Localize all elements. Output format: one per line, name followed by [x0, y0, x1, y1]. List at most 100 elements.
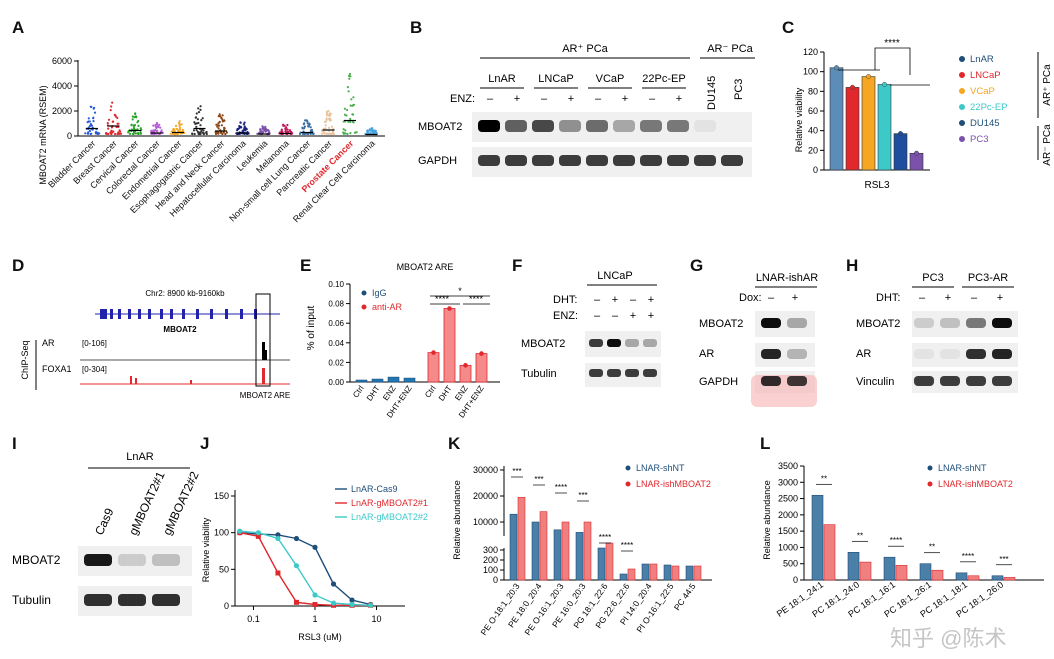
a-dot — [262, 127, 265, 130]
a-dot — [286, 130, 289, 134]
h-band — [914, 376, 934, 386]
k-bar — [627, 568, 636, 581]
j-point — [237, 528, 243, 534]
a-dot — [128, 132, 132, 135]
j-point — [312, 592, 318, 598]
a-dot — [225, 131, 228, 134]
e-bar-point — [431, 350, 436, 355]
a-dot — [105, 132, 108, 135]
a-dot — [242, 123, 245, 126]
a-dot — [264, 125, 267, 128]
l-legend-marker — [927, 465, 933, 471]
d-track-foxa1: FOXA1 — [42, 364, 72, 374]
a-dot — [309, 126, 312, 129]
a-dot — [134, 115, 137, 118]
c-sig: **** — [884, 38, 900, 49]
k-ytick-label: 100 — [483, 565, 498, 575]
l-sig-label: *** — [999, 555, 1008, 564]
l-bar — [967, 575, 980, 581]
e-xlabel: DHT — [365, 384, 382, 403]
f-band-tubulin — [643, 369, 657, 377]
a-dot — [243, 121, 246, 124]
i-band-tubulin — [152, 594, 180, 606]
panel-f-blot: LNCaP DHT: ENZ: – + – +– – + + MBOAT2 Tubulin — [521, 270, 661, 387]
f-band-mboat2 — [643, 339, 657, 347]
i-lane-label: gMBOAT2#2 — [160, 469, 200, 537]
d-track-ar: AR — [42, 338, 55, 348]
j-point — [349, 597, 355, 603]
a-dot — [197, 107, 200, 110]
l-ytick-label: 3000 — [778, 477, 798, 487]
panel-letter: D — [12, 256, 25, 275]
panel-e-chart: MBOAT2 ARE % of input 0.00 0.02 0.04 0.06 0.… — [306, 262, 500, 420]
a-dot — [200, 130, 203, 133]
c-legend-label: VCaP — [970, 86, 995, 97]
a-dot — [330, 132, 333, 136]
c-ytick-label: 100 — [803, 67, 818, 77]
a-dot — [113, 113, 116, 116]
j-point — [255, 533, 261, 539]
panel-letter: H — [846, 256, 859, 275]
c-bar — [845, 87, 860, 171]
l-bar — [1003, 577, 1016, 581]
a-dot — [346, 108, 349, 112]
a-dot — [195, 125, 198, 128]
panel-a-ylabel: MBOAT2 mRNA (RSEM) — [38, 85, 48, 184]
a-ytick-label: 0 — [67, 131, 72, 141]
l-sig-label: **** — [962, 552, 974, 561]
a-dot — [202, 129, 205, 132]
a-dot — [303, 125, 306, 128]
l-bar — [859, 561, 872, 581]
a-dot — [286, 128, 289, 131]
f-dht: DHT: — [553, 294, 577, 306]
a-dot — [306, 122, 309, 125]
a-dot — [325, 118, 328, 121]
e-bar-point — [463, 363, 468, 368]
a-dot — [217, 122, 220, 125]
e-ylabel: % of input — [306, 306, 317, 351]
d-exon — [160, 309, 163, 319]
a-dot — [323, 132, 326, 135]
panel-letter: G — [690, 256, 704, 275]
panel-b: AR⁺ PCa AR⁻ PCa LnAR LNCaP VCaP 22Pc-EP ENZ… — [410, 40, 770, 240]
b-band-gapdh — [667, 155, 689, 166]
f-enz-sign: – — [594, 310, 601, 322]
a-dot — [180, 123, 183, 126]
g-band — [761, 376, 781, 386]
e-bar-igg — [355, 379, 368, 383]
c-bar — [909, 152, 924, 171]
a-dot — [201, 117, 204, 120]
h-band — [914, 318, 934, 328]
k-sig-label: *** — [512, 467, 521, 476]
c-group-pos: AR⁺ PCa — [1042, 64, 1053, 106]
a-dot — [328, 112, 331, 115]
a-dot — [370, 127, 373, 130]
a-dot — [261, 125, 264, 128]
panel-h-blot: PC3 PC3-AR DHT: – + – + MBOAT2 AR Vinculin — [856, 272, 1018, 393]
a-dot — [220, 124, 223, 127]
panel-letter: F — [512, 256, 523, 275]
f-band-tubulin — [625, 369, 639, 377]
l-ytick-label: 2500 — [778, 494, 798, 504]
a-dot — [134, 132, 137, 135]
k-ytick-label: 200 — [483, 555, 498, 565]
e-xlabel: Ctrl — [351, 384, 366, 400]
k-bar — [561, 521, 570, 581]
a-dot — [90, 105, 93, 108]
j-ytick-label: 100 — [214, 528, 229, 538]
i-cell: LnAR — [126, 451, 154, 463]
k-bar — [663, 564, 672, 581]
a-ytick-label: 4000 — [52, 81, 72, 91]
a-dot — [92, 107, 95, 110]
i-row-1: Tubulin — [12, 593, 51, 607]
j-point — [293, 599, 299, 605]
a-dot — [256, 132, 259, 135]
b-band-mboat2 — [613, 120, 635, 132]
c-bar — [829, 67, 844, 171]
b-band-mboat2 — [478, 120, 500, 132]
k-bar — [671, 565, 680, 581]
j-point — [330, 581, 337, 587]
k-bar — [517, 496, 526, 581]
f-dht-sign: + — [612, 294, 618, 306]
